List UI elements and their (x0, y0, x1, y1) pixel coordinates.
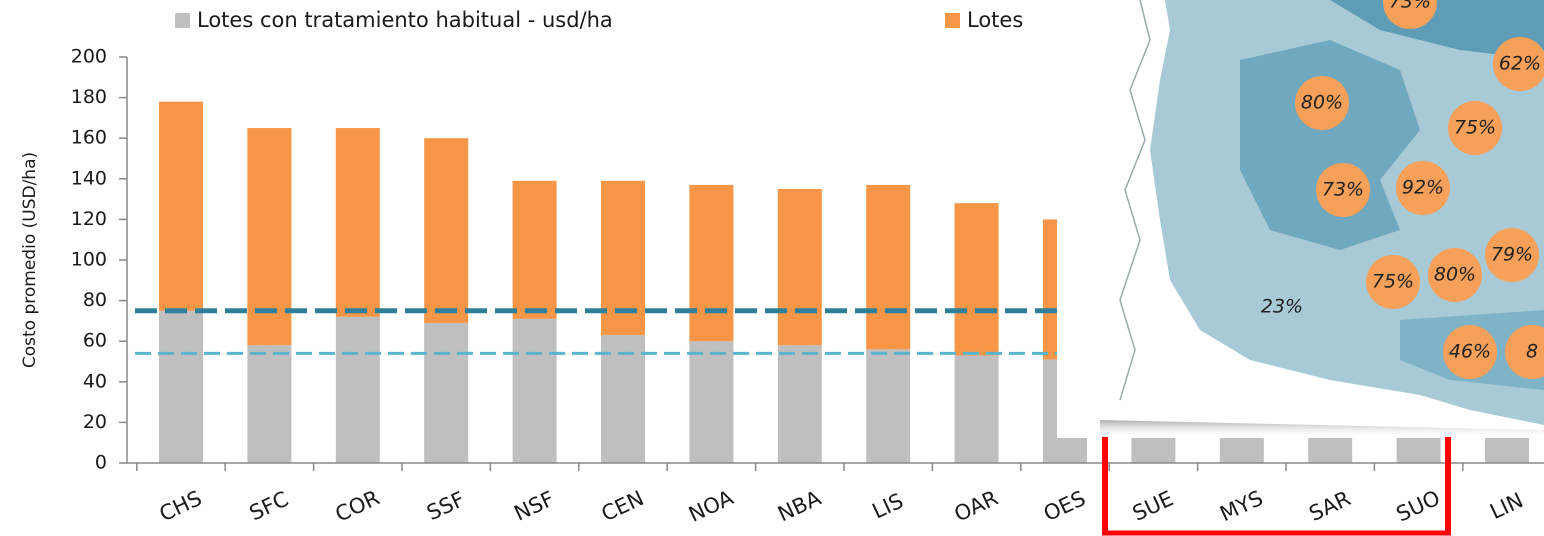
x-tick-label: CHS (156, 486, 206, 526)
x-tick-label: MYS (1216, 486, 1266, 526)
bar (866, 184, 911, 350)
bar (601, 335, 645, 463)
y-tick-label: 140 (71, 167, 107, 189)
x-tick-label: SFC (246, 487, 292, 526)
y-tick-label: 160 (71, 127, 107, 149)
x-tick-label: CEN (598, 486, 648, 526)
legend-label: Lotes (967, 8, 1023, 32)
map-marker (1443, 325, 1497, 379)
map-overlay: 73% 62% 80% 75% 73% 92% 79% 75% 80% 23% 46% 8 (1057, 0, 1544, 438)
map-label: 92% (1402, 177, 1444, 199)
map-region (1330, 0, 1544, 60)
bar (512, 318, 557, 463)
bar (159, 101, 203, 311)
map-label: 8 (1526, 341, 1538, 363)
bar (424, 322, 469, 463)
x-tick-label: SAR (1305, 486, 1354, 526)
legend-swatch (945, 13, 960, 28)
map-shadow (1100, 420, 1544, 438)
map-label: 75% (1372, 271, 1414, 293)
map-label: 80% (1301, 92, 1343, 114)
bar (335, 316, 380, 463)
x-tick-label: NOA (685, 485, 738, 527)
bar (335, 128, 380, 317)
y-tick-label: 100 (71, 249, 107, 271)
map-label: 23% (1261, 296, 1303, 318)
y-axis-label: Costo promedio (USD/ha) (20, 152, 40, 368)
map-marker (1428, 248, 1482, 302)
bar (866, 349, 911, 463)
legend-swatch (175, 13, 190, 28)
x-tick-label: LIN (1486, 488, 1527, 524)
y-tick-label: 40 (83, 370, 107, 392)
x-tick-label: LIS (869, 489, 907, 524)
map-label: 80% (1434, 264, 1476, 286)
map-marker (1493, 37, 1544, 91)
map-marker (1316, 163, 1370, 217)
y-tick-label: 200 (71, 46, 107, 68)
map-region (1240, 40, 1420, 250)
y-tick-label: 0 (95, 452, 107, 474)
map-label: 73% (1389, 0, 1431, 13)
map-marker (1383, 0, 1437, 29)
map-marker (1366, 255, 1420, 309)
bar (689, 184, 734, 342)
bar (954, 203, 999, 356)
legend-label: Lotes con tratamiento habitual - usd/ha (197, 8, 613, 32)
bar (777, 345, 822, 463)
map-marker (1505, 325, 1544, 379)
map-marker (1448, 101, 1502, 155)
bar (247, 345, 292, 463)
x-tick-label: SUE (1129, 486, 1177, 525)
bar (159, 310, 203, 463)
map-label: 62% (1499, 53, 1541, 75)
bar (512, 180, 557, 319)
y-tick-label: 120 (71, 208, 107, 230)
y-tick-label: 60 (83, 330, 107, 352)
x-tick-label: NBA (774, 486, 825, 527)
bar (689, 341, 734, 463)
bar (777, 188, 822, 346)
map-label: 79% (1491, 244, 1533, 266)
y-tick-label: 180 (71, 86, 107, 108)
x-tick-label: SUO (1393, 486, 1444, 527)
bar (954, 355, 999, 463)
map-border (1119, 0, 1151, 401)
bar (424, 138, 469, 323)
map-label: 75% (1454, 117, 1496, 139)
map-marker (1396, 161, 1450, 215)
y-tick-label: 80 (83, 289, 107, 311)
x-tick-label: OES (1040, 486, 1089, 526)
map-label: 46% (1449, 341, 1491, 363)
x-tick-label: OAR (951, 486, 1002, 527)
map-label: 73% (1322, 179, 1364, 201)
x-tick-label: COR (332, 486, 384, 527)
map-marker (1485, 228, 1539, 282)
map-marker (1295, 76, 1349, 130)
y-tick-label: 20 (83, 411, 107, 433)
highlight-box (1102, 437, 1451, 536)
x-tick-label: SSF (423, 487, 468, 525)
x-tick-label: NSF (510, 487, 557, 526)
